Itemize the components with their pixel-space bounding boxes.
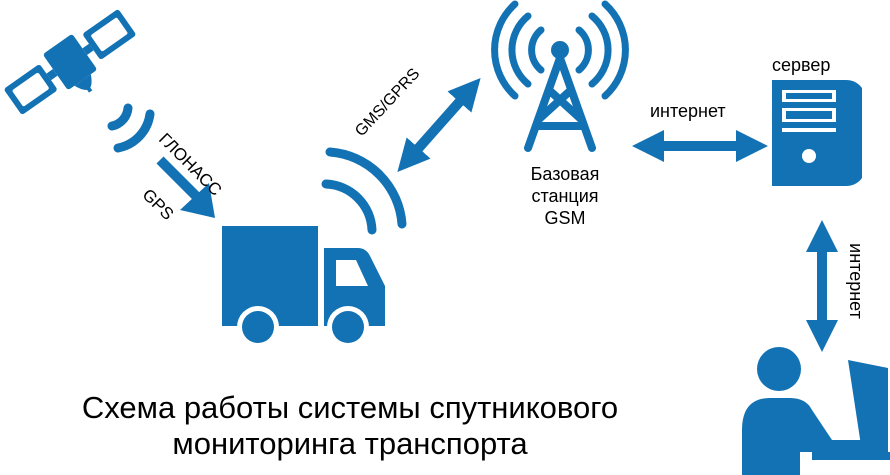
truck-icon [222, 226, 385, 348]
server-operator-link-label: интернет [845, 243, 866, 319]
tower-label-line-2: станция [531, 186, 599, 206]
caption-line-1: Схема работы системы спутникового [81, 390, 619, 425]
gprs-double-arrow [397, 78, 481, 172]
tower-label-line-3: GSM [544, 208, 586, 228]
truck-signal-waves [321, 147, 407, 235]
gnss-arrow [156, 156, 215, 218]
tower-server-link-label: интернет [650, 101, 726, 121]
tower-label-line-1: Базовая [530, 164, 600, 184]
satellite-signal-waves [107, 103, 155, 153]
operator-at-computer-icon [742, 347, 890, 475]
server-label: сервер [772, 55, 831, 75]
cell-tower-icon [491, 0, 629, 152]
satellite-icon [4, 9, 136, 115]
caption-line-2: мониторинга транспорта [172, 426, 528, 461]
server-icon [772, 80, 862, 186]
